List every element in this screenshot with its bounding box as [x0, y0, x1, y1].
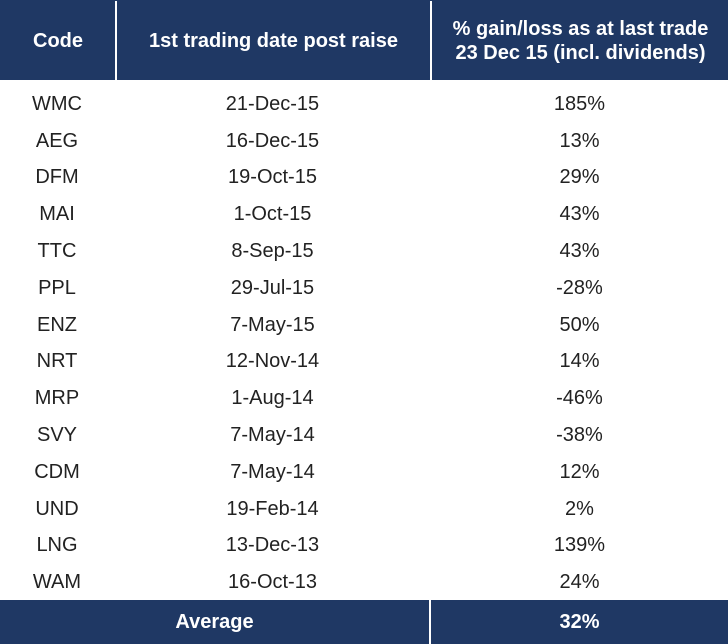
row-code: WMC: [32, 92, 82, 115]
header-divider: [115, 1, 117, 81]
row-code: ENZ: [37, 313, 77, 336]
row-code: TTC: [37, 240, 77, 263]
row-code: AEG: [35, 129, 79, 152]
header-code: Code: [33, 30, 83, 52]
footer-divider: [429, 600, 431, 644]
table-row: SVY 7-May-14 -38%: [0, 417, 728, 454]
row-gain: 50%: [559, 313, 600, 336]
row-gain: 2%: [565, 497, 594, 520]
row-date: 29-Jul-15: [230, 276, 315, 299]
average-value: 32%: [559, 610, 600, 633]
header-date: 1st trading date post raise: [149, 30, 398, 52]
row-code: MRP: [34, 387, 80, 410]
row-gain: -46%: [556, 387, 603, 410]
table-header: Code 1st trading date post raise % gain/…: [0, 0, 728, 81]
table-row: NRT 12-Nov-14 14%: [0, 344, 728, 381]
row-code: LNG: [36, 534, 78, 557]
row-gain: 12%: [559, 460, 600, 483]
average-label: Average: [175, 610, 254, 633]
table-body: WMC 21-Dec-15 185% AEG 16-Dec-15 13% DFM 19-Oct…: [0, 86, 728, 601]
table-row: MAI 1-Oct-15 43%: [0, 196, 728, 233]
row-gain: 14%: [559, 350, 600, 373]
header-gain-line1: % gain/loss as at last trade: [452, 18, 709, 40]
row-code: SVY: [36, 424, 78, 447]
table-row: AEG 16-Dec-15 13%: [0, 123, 728, 160]
row-date: 21-Dec-15: [225, 92, 320, 115]
row-date: 19-Oct-15: [228, 166, 317, 189]
row-gain: 139%: [553, 534, 606, 557]
row-code: MAI: [39, 203, 75, 226]
row-date: 16-Dec-15: [225, 129, 320, 152]
row-code: NRT: [36, 350, 78, 373]
table-row: WAM 16-Oct-13 24%: [0, 564, 728, 601]
row-date: 8-Sep-15: [231, 240, 314, 263]
row-code: PPL: [38, 276, 76, 299]
row-gain: -28%: [556, 276, 603, 299]
row-date: 12-Nov-14: [225, 350, 320, 373]
row-gain: 13%: [559, 129, 600, 152]
table-row: MRP 1-Aug-14 -46%: [0, 380, 728, 417]
row-gain: -38%: [556, 424, 603, 447]
row-gain: 24%: [559, 571, 600, 594]
table-row: LNG 13-Dec-13 139%: [0, 528, 728, 565]
row-gain: 43%: [559, 240, 600, 263]
row-date: 16-Oct-13: [228, 571, 317, 594]
row-date: 1-Aug-14: [231, 387, 314, 410]
header-gain: % gain/loss as at last trade 23 Dec 15 (…: [432, 1, 728, 81]
row-gain: 185%: [553, 92, 606, 115]
table-row: ENZ 7-May-15 50%: [0, 307, 728, 344]
table-row: UND 19-Feb-14 2%: [0, 491, 728, 528]
table-row: WMC 21-Dec-15 185%: [0, 86, 728, 123]
table-footer: Average 32%: [0, 600, 728, 644]
row-code: WAM: [32, 571, 82, 594]
row-gain: 29%: [559, 166, 600, 189]
table-row: PPL 29-Jul-15 -28%: [0, 270, 728, 307]
row-date: 7-May-14: [230, 460, 315, 483]
row-date: 1-Oct-15: [233, 203, 312, 226]
row-date: 7-May-15: [230, 313, 315, 336]
row-code: UND: [35, 497, 79, 520]
header-gain-line2: 23 Dec 15 (incl. dividends): [455, 42, 706, 64]
row-code: DFM: [35, 166, 79, 189]
table-row: DFM 19-Oct-15 29%: [0, 160, 728, 197]
row-code: CDM: [34, 460, 80, 483]
row-date: 7-May-14: [230, 424, 315, 447]
table-row: TTC 8-Sep-15 43%: [0, 233, 728, 270]
row-date: 13-Dec-13: [225, 534, 320, 557]
header-divider: [430, 1, 432, 81]
table-row: CDM 7-May-14 12%: [0, 454, 728, 491]
row-date: 19-Feb-14: [226, 497, 319, 520]
row-gain: 43%: [559, 203, 600, 226]
